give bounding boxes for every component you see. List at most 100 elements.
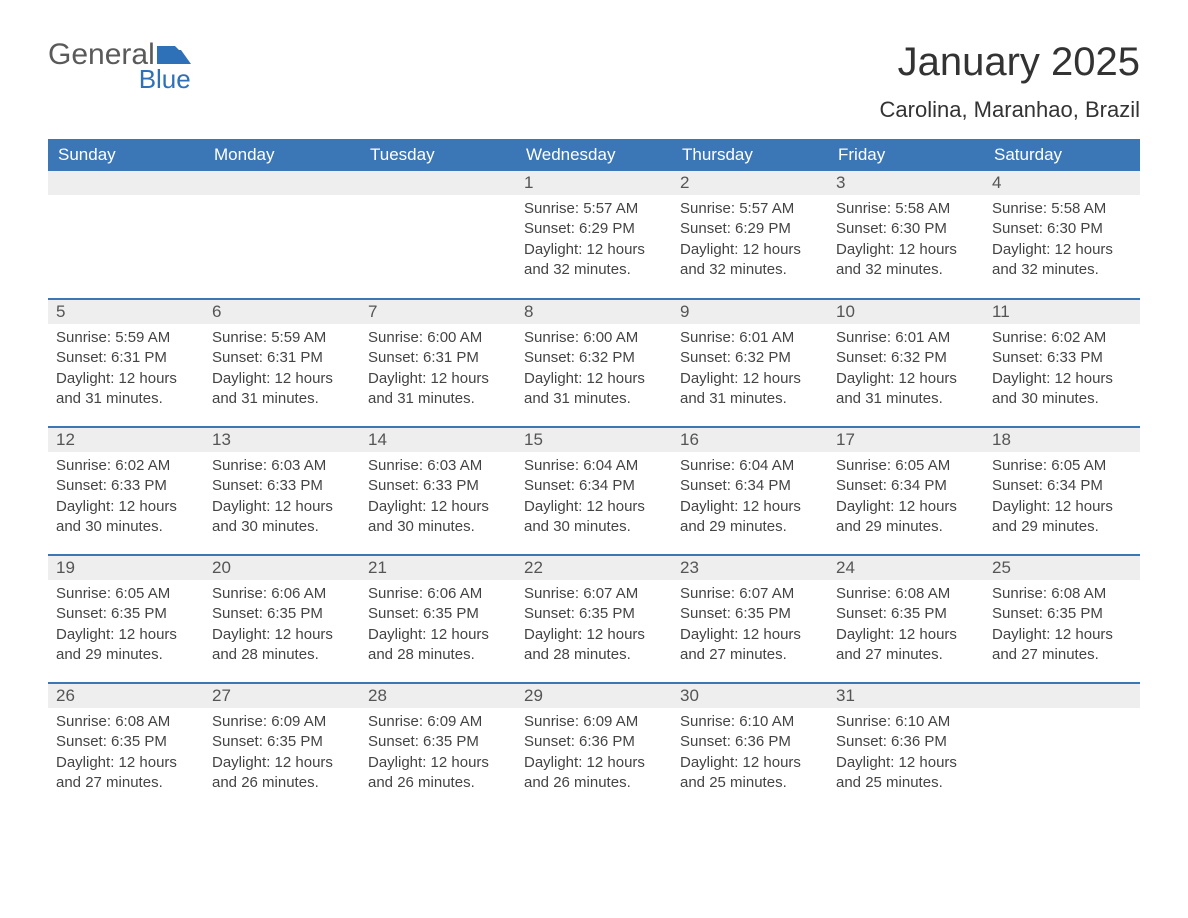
calendar-day-cell: 22Sunrise: 6:07 AMSunset: 6:35 PMDayligh… [516,555,672,683]
sunset-text: Sunset: 6:30 PM [836,219,976,239]
calendar-day-cell [984,683,1140,811]
sunset-text: Sunset: 6:35 PM [368,732,508,752]
day-number: 22 [516,556,672,580]
daylight-text: Daylight: 12 hours and 26 minutes. [212,753,352,794]
day-details: Sunrise: 6:08 AMSunset: 6:35 PMDaylight:… [828,580,984,673]
weekday-header: Thursday [672,139,828,171]
day-details: Sunrise: 6:03 AMSunset: 6:33 PMDaylight:… [204,452,360,545]
sunrise-text: Sunrise: 6:01 AM [680,328,820,348]
sunset-text: Sunset: 6:32 PM [680,348,820,368]
sunrise-text: Sunrise: 5:58 AM [992,199,1132,219]
day-details: Sunrise: 5:58 AMSunset: 6:30 PMDaylight:… [984,195,1140,288]
calendar-day-cell: 14Sunrise: 6:03 AMSunset: 6:33 PMDayligh… [360,427,516,555]
sunset-text: Sunset: 6:35 PM [212,732,352,752]
calendar-day-cell: 5Sunrise: 5:59 AMSunset: 6:31 PMDaylight… [48,299,204,427]
day-details: Sunrise: 6:03 AMSunset: 6:33 PMDaylight:… [360,452,516,545]
sunrise-text: Sunrise: 6:07 AM [524,584,664,604]
day-details: Sunrise: 6:04 AMSunset: 6:34 PMDaylight:… [516,452,672,545]
day-number: 2 [672,171,828,195]
daylight-text: Daylight: 12 hours and 32 minutes. [992,240,1132,281]
weekday-header: Monday [204,139,360,171]
sunset-text: Sunset: 6:35 PM [212,604,352,624]
sunset-text: Sunset: 6:32 PM [836,348,976,368]
daylight-text: Daylight: 12 hours and 31 minutes. [524,369,664,410]
calendar-day-cell [204,171,360,299]
sunset-text: Sunset: 6:31 PM [368,348,508,368]
sunrise-text: Sunrise: 6:07 AM [680,584,820,604]
day-number-empty [48,171,204,195]
sunset-text: Sunset: 6:34 PM [836,476,976,496]
calendar-day-cell: 31Sunrise: 6:10 AMSunset: 6:36 PMDayligh… [828,683,984,811]
daylight-text: Daylight: 12 hours and 30 minutes. [212,497,352,538]
daylight-text: Daylight: 12 hours and 28 minutes. [212,625,352,666]
sunset-text: Sunset: 6:33 PM [212,476,352,496]
calendar-week-row: 5Sunrise: 5:59 AMSunset: 6:31 PMDaylight… [48,299,1140,427]
calendar-day-cell: 6Sunrise: 5:59 AMSunset: 6:31 PMDaylight… [204,299,360,427]
day-number: 28 [360,684,516,708]
sunset-text: Sunset: 6:35 PM [56,604,196,624]
daylight-text: Daylight: 12 hours and 28 minutes. [368,625,508,666]
weekday-header: Wednesday [516,139,672,171]
day-number: 3 [828,171,984,195]
day-details: Sunrise: 6:00 AMSunset: 6:31 PMDaylight:… [360,324,516,417]
daylight-text: Daylight: 12 hours and 27 minutes. [56,753,196,794]
day-details: Sunrise: 6:06 AMSunset: 6:35 PMDaylight:… [204,580,360,673]
day-details: Sunrise: 5:58 AMSunset: 6:30 PMDaylight:… [828,195,984,288]
calendar-day-cell: 19Sunrise: 6:05 AMSunset: 6:35 PMDayligh… [48,555,204,683]
day-number: 19 [48,556,204,580]
brand-logo: General Blue [48,40,191,92]
day-details: Sunrise: 6:09 AMSunset: 6:35 PMDaylight:… [360,708,516,801]
sunset-text: Sunset: 6:29 PM [680,219,820,239]
calendar-day-cell: 24Sunrise: 6:08 AMSunset: 6:35 PMDayligh… [828,555,984,683]
day-number: 24 [828,556,984,580]
day-details: Sunrise: 5:57 AMSunset: 6:29 PMDaylight:… [516,195,672,288]
day-number: 1 [516,171,672,195]
weekday-header: Tuesday [360,139,516,171]
day-number: 13 [204,428,360,452]
day-details: Sunrise: 5:59 AMSunset: 6:31 PMDaylight:… [204,324,360,417]
day-number: 25 [984,556,1140,580]
day-details: Sunrise: 6:08 AMSunset: 6:35 PMDaylight:… [48,708,204,801]
day-number: 16 [672,428,828,452]
calendar-day-cell [48,171,204,299]
daylight-text: Daylight: 12 hours and 30 minutes. [992,369,1132,410]
sunset-text: Sunset: 6:30 PM [992,219,1132,239]
sunrise-text: Sunrise: 6:04 AM [680,456,820,476]
weekday-header-row: SundayMondayTuesdayWednesdayThursdayFrid… [48,139,1140,171]
daylight-text: Daylight: 12 hours and 30 minutes. [56,497,196,538]
sunset-text: Sunset: 6:36 PM [524,732,664,752]
sunrise-text: Sunrise: 6:08 AM [836,584,976,604]
sunset-text: Sunset: 6:29 PM [524,219,664,239]
day-number: 23 [672,556,828,580]
sunset-text: Sunset: 6:33 PM [56,476,196,496]
day-details: Sunrise: 5:57 AMSunset: 6:29 PMDaylight:… [672,195,828,288]
sunrise-text: Sunrise: 6:06 AM [212,584,352,604]
calendar-day-cell [360,171,516,299]
month-title: January 2025 [880,40,1140,85]
daylight-text: Daylight: 12 hours and 30 minutes. [524,497,664,538]
sunrise-text: Sunrise: 6:05 AM [836,456,976,476]
day-details: Sunrise: 6:09 AMSunset: 6:36 PMDaylight:… [516,708,672,801]
sunrise-text: Sunrise: 6:03 AM [212,456,352,476]
day-number: 20 [204,556,360,580]
daylight-text: Daylight: 12 hours and 25 minutes. [680,753,820,794]
day-number: 4 [984,171,1140,195]
sunrise-text: Sunrise: 6:09 AM [212,712,352,732]
day-number: 30 [672,684,828,708]
day-number: 14 [360,428,516,452]
daylight-text: Daylight: 12 hours and 30 minutes. [368,497,508,538]
daylight-text: Daylight: 12 hours and 26 minutes. [368,753,508,794]
daylight-text: Daylight: 12 hours and 31 minutes. [680,369,820,410]
day-number: 31 [828,684,984,708]
sunrise-text: Sunrise: 6:08 AM [56,712,196,732]
day-details: Sunrise: 6:01 AMSunset: 6:32 PMDaylight:… [828,324,984,417]
sunset-text: Sunset: 6:34 PM [992,476,1132,496]
calendar-day-cell: 7Sunrise: 6:00 AMSunset: 6:31 PMDaylight… [360,299,516,427]
day-details: Sunrise: 6:10 AMSunset: 6:36 PMDaylight:… [828,708,984,801]
day-details: Sunrise: 6:08 AMSunset: 6:35 PMDaylight:… [984,580,1140,673]
day-number: 15 [516,428,672,452]
calendar-day-cell: 25Sunrise: 6:08 AMSunset: 6:35 PMDayligh… [984,555,1140,683]
sunset-text: Sunset: 6:35 PM [680,604,820,624]
sunset-text: Sunset: 6:34 PM [524,476,664,496]
daylight-text: Daylight: 12 hours and 29 minutes. [836,497,976,538]
